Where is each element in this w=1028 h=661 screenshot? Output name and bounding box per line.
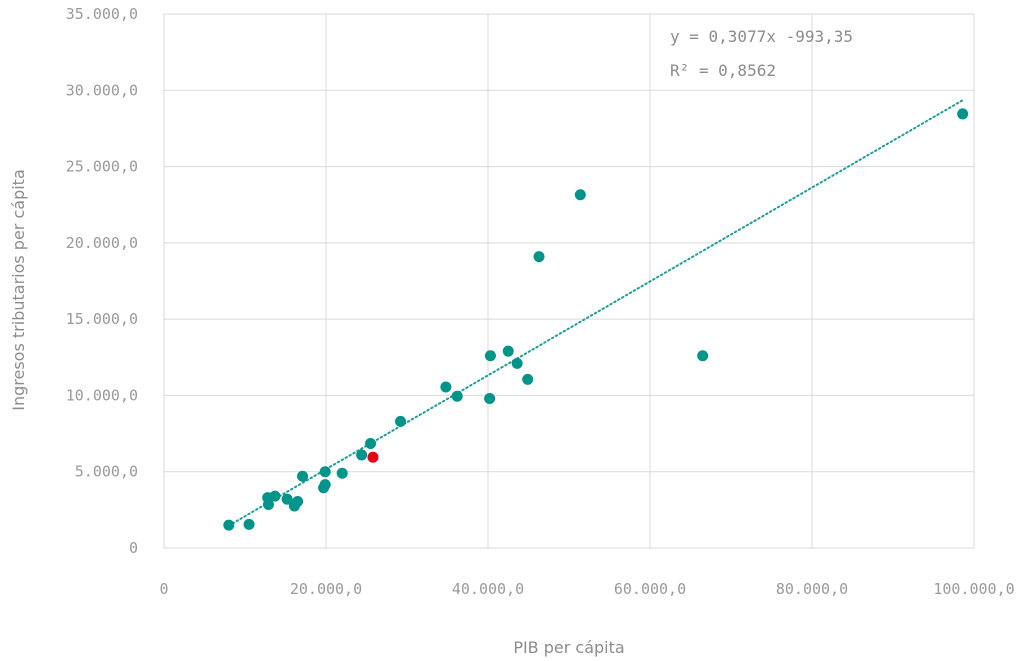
x-tick-label: 100.000,0: [933, 580, 1014, 598]
data-point: [502, 345, 514, 357]
trendline-r-squared: R² = 0,8562: [670, 61, 776, 80]
data-points: [223, 108, 969, 531]
tick-labels: 0 5.000,0 10.000,0 15.000,0 20.000,0 25.000,0…: [66, 5, 1015, 598]
gridlines: [163, 13, 975, 549]
y-tick-label: 5.000,0: [75, 463, 138, 481]
data-point: [395, 415, 407, 427]
trendline-layer: [227, 99, 964, 527]
data-point: [484, 350, 496, 362]
data-point: [281, 493, 293, 505]
x-tick-label: 40.000,0: [452, 580, 524, 598]
data-point: [319, 479, 331, 491]
data-point: [440, 381, 452, 393]
y-tick-label: 15.000,0: [66, 310, 138, 328]
highlighted-data-point: [367, 451, 379, 463]
data-point: [522, 373, 534, 385]
data-point: [574, 189, 586, 201]
data-point: [269, 490, 281, 502]
data-point: [336, 467, 348, 479]
data-point: [262, 499, 274, 511]
y-tick-label: 30.000,0: [66, 81, 138, 99]
data-point: [223, 519, 235, 531]
x-tick-label: 0: [159, 580, 168, 598]
y-axis-title: Ingresos tributarios per cápita: [9, 169, 28, 410]
data-point: [243, 518, 255, 530]
x-axis-title: PIB per cápita: [513, 638, 624, 657]
x-tick-label: 60.000,0: [614, 580, 686, 598]
trendline: [227, 99, 964, 527]
x-tick-label: 20.000,0: [290, 580, 362, 598]
data-point: [957, 108, 969, 120]
data-point: [451, 390, 463, 402]
y-tick-label: 0: [129, 539, 138, 557]
data-point: [365, 437, 377, 449]
y-tick-label: 20.000,0: [66, 234, 138, 252]
data-point: [511, 357, 523, 369]
data-point: [292, 495, 304, 507]
trendline-equation: y = 0,3077x -993,35: [670, 27, 853, 46]
data-point: [356, 449, 368, 461]
data-point: [319, 466, 331, 478]
data-point: [297, 470, 309, 482]
y-tick-label: 35.000,0: [66, 5, 138, 23]
y-tick-label: 10.000,0: [66, 386, 138, 404]
data-point: [533, 251, 545, 263]
y-tick-label: 25.000,0: [66, 158, 138, 176]
data-point: [697, 350, 709, 362]
data-point: [484, 392, 496, 404]
x-tick-label: 80.000,0: [776, 580, 848, 598]
